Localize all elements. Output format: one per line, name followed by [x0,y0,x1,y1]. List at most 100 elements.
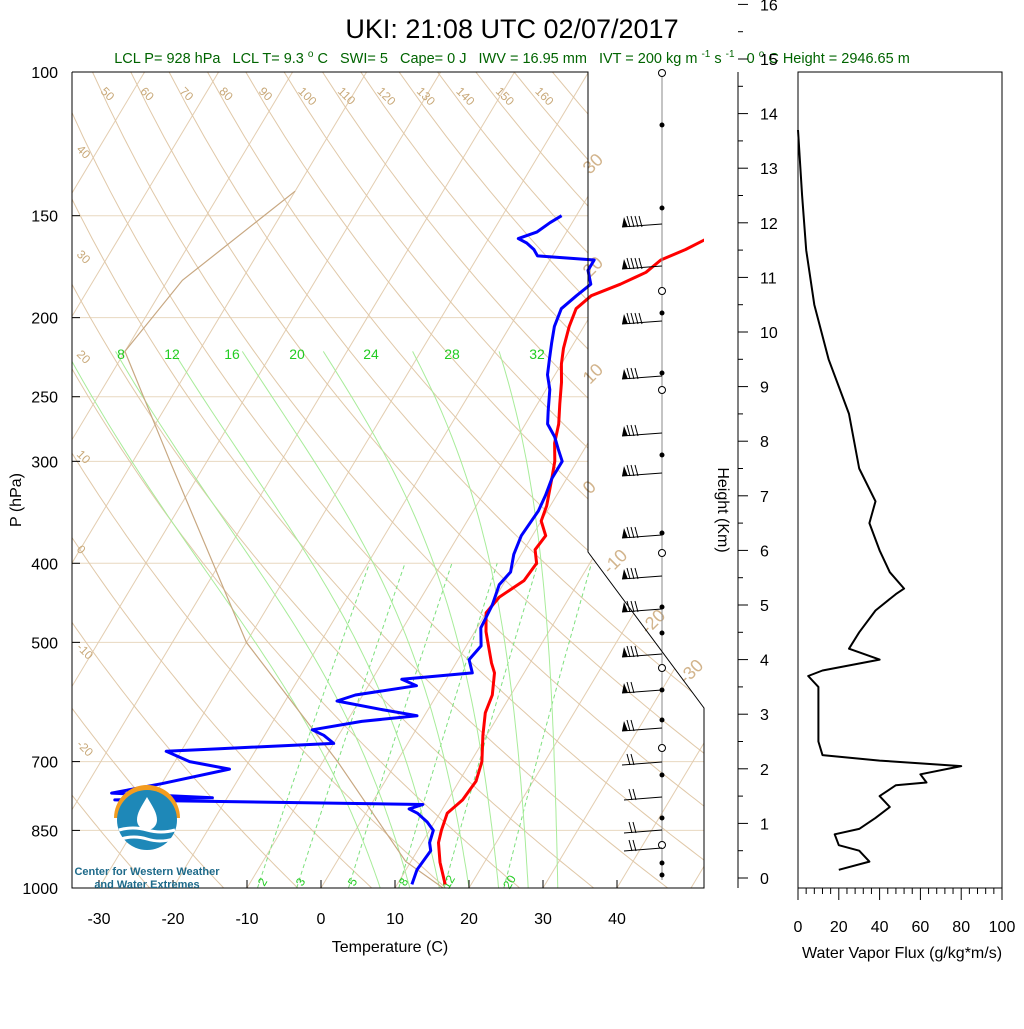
dry-adiabat-side-label: 30 [74,247,94,267]
mixing-ratio-line [349,563,452,888]
moist-adiabat-label: 24 [363,346,379,362]
flux-y-tick-label: 6 [760,543,769,560]
wind-barb-flag [622,217,628,227]
mixing-ratio-line [258,563,370,888]
wind-barb-feather [633,840,636,851]
isotherm-label: -30 [675,655,708,688]
wind-barb-flag [622,314,628,324]
isotherm-label: 10 [579,360,607,388]
wind-barb-feather [635,527,638,538]
wind-level-marker [659,550,666,557]
skewt-y-tick-label: 500 [31,635,58,652]
wind-level-marker [660,816,664,820]
wind-barb-feather [627,465,630,476]
subtitle-ivt-exp2: -1 [726,49,735,60]
skewt-y-tick-label: 250 [31,390,58,407]
flux-y-tick-label: 11 [760,270,777,287]
flux-y-tick-label: 9 [760,380,769,397]
flux-profile-line [798,130,961,870]
moist-adiabat-label: 12 [164,346,180,362]
skewt-y-tick-label: 400 [31,556,58,573]
isotherm-line [395,72,885,888]
flux-x-tick-label: 0 [794,919,803,936]
wind-barb-flag [622,466,628,476]
wind-barb-flag [622,369,628,379]
subtitle-swi: SWI= 5 [340,51,388,67]
dry-adiabat-label: 100 [295,84,319,108]
wind-barb-feather [631,754,634,765]
skewt-y-tick-label: 150 [31,209,58,226]
chart-subtitle: LCL P= 928 hPa LCL T= 9.3 o C SWI= 5 Cap… [114,45,910,67]
dry-adiabat-label: 120 [374,84,398,108]
wind-level-marker [660,453,664,457]
wind-barb-feather [635,368,638,379]
moist-adiabat-line [242,351,469,888]
wind-barb-flag [622,259,628,269]
wind-level-marker [659,387,666,394]
mixing-ratio-label: 3 [293,875,309,888]
wind-level-marker [660,873,664,877]
wind-barb-feather [631,465,634,476]
skewt-y-tick-label: 700 [31,755,58,772]
flux-y-axis-title: Height (Km) [714,467,731,552]
subtitle-iwv: IWV = 16.95 mm [479,51,587,67]
subtitle-ivt: IVT = 200 kg m [599,51,697,67]
flux-y-tick-label: 4 [760,653,769,670]
skewt-x-tick-label: 10 [386,911,404,928]
wind-barb-feather [627,425,630,436]
subtitle-lcl-p: LCL P= 928 hPa [114,51,221,67]
logo-text-line2: and Water Extremes [94,879,199,891]
wind-level-marker [659,70,666,77]
flux-y-tick-label: 10 [760,325,778,342]
wind-barb-feather [635,601,638,612]
skewt-y-tick-label: 1000 [22,881,58,898]
wind-level-marker [659,842,666,849]
wind-barb-feather [635,216,638,227]
skewt-frame [72,72,704,888]
dry-adiabat-label: 140 [453,84,477,108]
flux-y-tick-label: 2 [760,762,769,779]
wind-barb-feather [631,527,634,538]
moist-adiabat-line [499,351,558,888]
wind-barb-shaft [622,728,662,731]
wind-barb-shaft [622,654,662,657]
dry-adiabat-line [0,72,315,905]
skewt-x-tick-label: 30 [534,911,552,928]
skewt-x-tick-label: 40 [608,911,626,928]
isotherm-line [247,72,737,888]
wind-level-marker [660,861,664,865]
wind-barb-feather [629,789,632,800]
flux-y-tick-label: 5 [760,598,769,615]
wind-barb-feather [631,313,634,324]
dry-adiabat-label: 130 [414,84,438,108]
wind-level-marker [660,718,664,722]
wind-barb-feather [631,258,634,269]
dry-adiabat-label: 110 [335,84,359,108]
parcel-path-line [125,191,443,888]
wind-barb-shaft [622,576,662,579]
skewt-y-tick-label: 300 [31,454,58,471]
wind-barb-feather [627,368,630,379]
chart-title: UKI: 21:08 UTC 02/07/2017 [345,14,678,44]
wind-barb-feather [631,568,634,579]
skewt-series-group [112,204,784,885]
flux-y-tick-label: 1 [760,816,769,833]
subtitle-ivt-exp1: -1 [701,49,710,60]
wind-barb-feather [629,822,632,833]
skewt-x-tick-label: 20 [460,911,478,928]
wind-barb-shaft [622,535,662,538]
wind-barb-feather [631,682,634,693]
wind-barb-feather [635,313,638,324]
wind-barb-feather [627,646,630,657]
dry-adiabat-line [399,72,1024,905]
skewt-y-axis-title: P (hPa) [8,473,25,527]
moist-adiabat-label: 20 [289,346,305,362]
wind-level-marker [660,631,664,635]
wind-level-marker [660,531,664,535]
dry-adiabat-side-label: 20 [74,347,94,367]
wind-barb-feather [627,568,630,579]
wind-level-marker [660,371,664,375]
skewt-grid [0,72,1024,905]
logo-text-line1: Center for Western Weather [74,866,220,878]
